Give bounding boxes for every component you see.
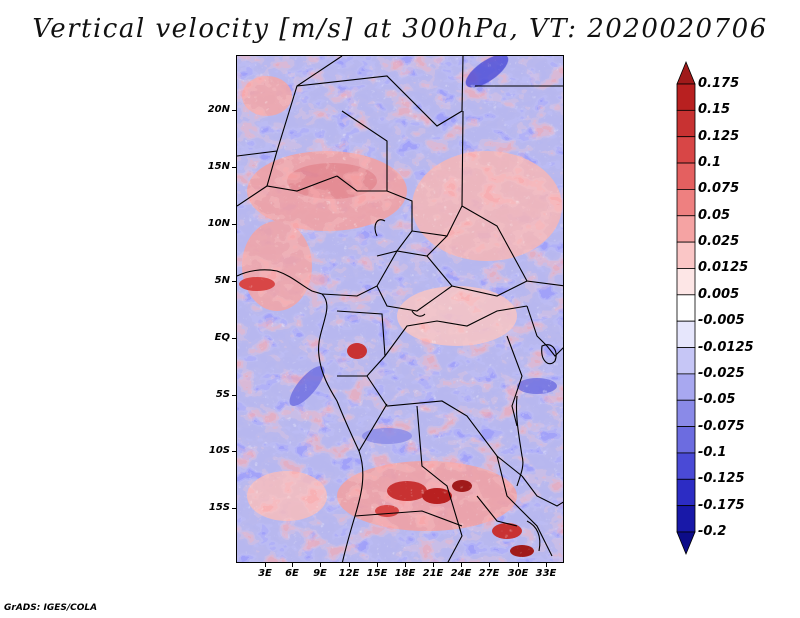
colorbar-segment — [676, 83, 696, 111]
colorbar-segment — [676, 478, 696, 507]
velocity-map — [236, 55, 564, 563]
colorbar-segment — [676, 452, 696, 480]
lon-tick — [461, 563, 462, 567]
colorbar-level-label: -0.125 — [698, 471, 745, 487]
lon-label-24e: 24E — [450, 568, 472, 579]
colorbar-level-label: 0.025 — [698, 234, 740, 250]
lat-tick — [232, 110, 236, 111]
lon-tick — [377, 563, 378, 567]
colorbar-level-label: 0.125 — [698, 128, 740, 144]
lon-label-21e: 21E — [422, 568, 444, 579]
colorbar-segment — [676, 109, 696, 138]
colorbar-segment — [676, 268, 696, 296]
chart-title: Vertical velocity [m/s] at 300hPa, VT: 2… — [32, 14, 768, 44]
lon-tick — [320, 563, 321, 567]
lat-label-20n: 20N — [207, 104, 230, 115]
lon-tick — [518, 563, 519, 567]
colorbar-segment — [676, 294, 696, 322]
lat-label-5s: 5S — [215, 389, 230, 400]
lon-tick — [546, 563, 547, 567]
lon-label-30e: 30E — [507, 568, 529, 579]
country-borders — [237, 56, 563, 562]
colorbar-segment — [676, 241, 696, 269]
colorbar-level-label: 0.0125 — [698, 260, 749, 276]
colorbar-level-label: -0.05 — [698, 392, 736, 408]
lon-label-15e: 15E — [366, 568, 388, 579]
colorbar-segment — [676, 373, 696, 401]
colorbar-segment — [676, 136, 696, 164]
colorbar-segment — [676, 162, 696, 190]
colorbar-level-label: 0.175 — [698, 76, 740, 91]
colorbar-level-label: 0.05 — [698, 207, 731, 223]
lon-tick — [349, 563, 350, 567]
colorbar-segment — [676, 505, 696, 533]
velocity-field — [237, 56, 563, 562]
lon-label-12e: 12E — [338, 568, 360, 579]
colorbar-segment — [676, 215, 696, 243]
lat-tick — [232, 167, 236, 168]
lat-label-10s: 10S — [208, 445, 230, 456]
lon-tick — [489, 563, 490, 567]
lon-tick — [405, 563, 406, 567]
colorbar-bottom-triangle — [676, 531, 696, 556]
colorbar-segment — [676, 320, 696, 348]
lon-label-9e: 9E — [313, 568, 327, 579]
colorbar-segment — [676, 426, 696, 454]
lat-label-15s: 15S — [208, 502, 230, 513]
lat-tick — [232, 281, 236, 282]
lon-label-33e: 33E — [535, 568, 557, 579]
lat-label-5n: 5N — [214, 275, 230, 286]
colorbar-level-label: -0.2 — [698, 524, 727, 539]
lon-tick — [292, 563, 293, 567]
lon-label-27e: 27E — [478, 568, 500, 579]
lat-tick — [232, 224, 236, 225]
colorbar-top-triangle — [676, 60, 696, 85]
lat-label-eq: EQ — [214, 332, 230, 343]
lon-label-3e: 3E — [258, 568, 272, 579]
colorbar-level-label: 0.005 — [698, 286, 740, 302]
colorbar-level-label: -0.1 — [698, 444, 727, 460]
colorbar-level-label: 0.075 — [698, 181, 740, 197]
grads-credit: GrADS: IGES/COLA — [4, 603, 98, 613]
colorbar-level-label: -0.175 — [698, 497, 745, 513]
colorbar-level-label: 0.1 — [698, 155, 722, 171]
lat-tick — [232, 338, 236, 339]
lat-tick — [232, 395, 236, 396]
lat-label-10n: 10N — [207, 218, 230, 229]
lat-tick — [232, 451, 236, 452]
lon-tick — [265, 563, 266, 567]
colorbar-segment — [676, 399, 696, 427]
colorbar-level-label: 0.15 — [698, 102, 731, 118]
lon-tick — [433, 563, 434, 567]
lon-label-18e: 18E — [394, 568, 416, 579]
colorbar-segment — [676, 189, 696, 217]
colorbar-level-label: -0.075 — [698, 418, 745, 434]
lon-label-6e: 6E — [285, 568, 299, 579]
colorbar-level-label: -0.025 — [698, 365, 745, 381]
colorbar-level-label: -0.005 — [698, 313, 745, 329]
lat-tick — [232, 508, 236, 509]
lat-label-15n: 15N — [207, 161, 230, 172]
colorbar-segment — [676, 347, 696, 375]
colorbar — [676, 60, 696, 556]
colorbar-level-label: -0.0125 — [698, 339, 754, 355]
